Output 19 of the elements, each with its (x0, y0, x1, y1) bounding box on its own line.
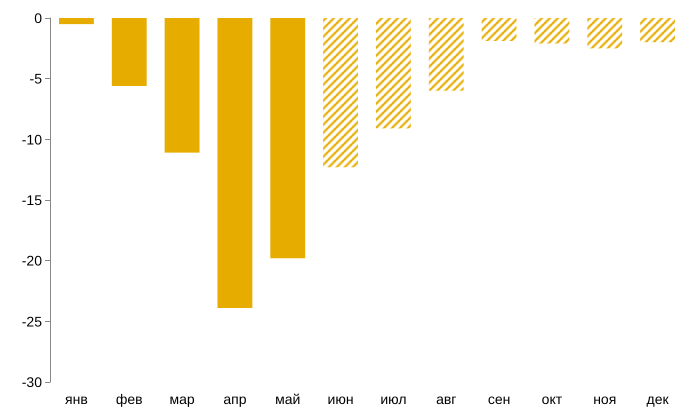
x-tick-label: янв (65, 391, 88, 407)
x-tick-label: июн (328, 391, 354, 407)
x-tick-label: фев (116, 391, 143, 407)
y-tick-label: -20 (22, 252, 42, 269)
x-tick-label: ноя (593, 391, 616, 407)
x-tick-label: авг (436, 391, 456, 407)
x-tick-label: мар (169, 391, 195, 407)
y-tick-label: -25 (22, 313, 42, 330)
y-tick-label: -5 (30, 70, 42, 87)
x-tick-label: апр (223, 391, 247, 407)
y-tick-label: -10 (22, 131, 42, 148)
x-tick-label: сен (488, 391, 510, 407)
y-tick-label: 0 (34, 10, 42, 26)
x-tick-label: июл (380, 391, 407, 407)
y-tick-label: -30 (22, 374, 42, 390)
x-tick-label: май (275, 391, 300, 407)
y-tick-label: -15 (22, 192, 42, 208)
x-tick-label: дек (646, 391, 670, 407)
x-tick-label: окт (542, 391, 563, 407)
